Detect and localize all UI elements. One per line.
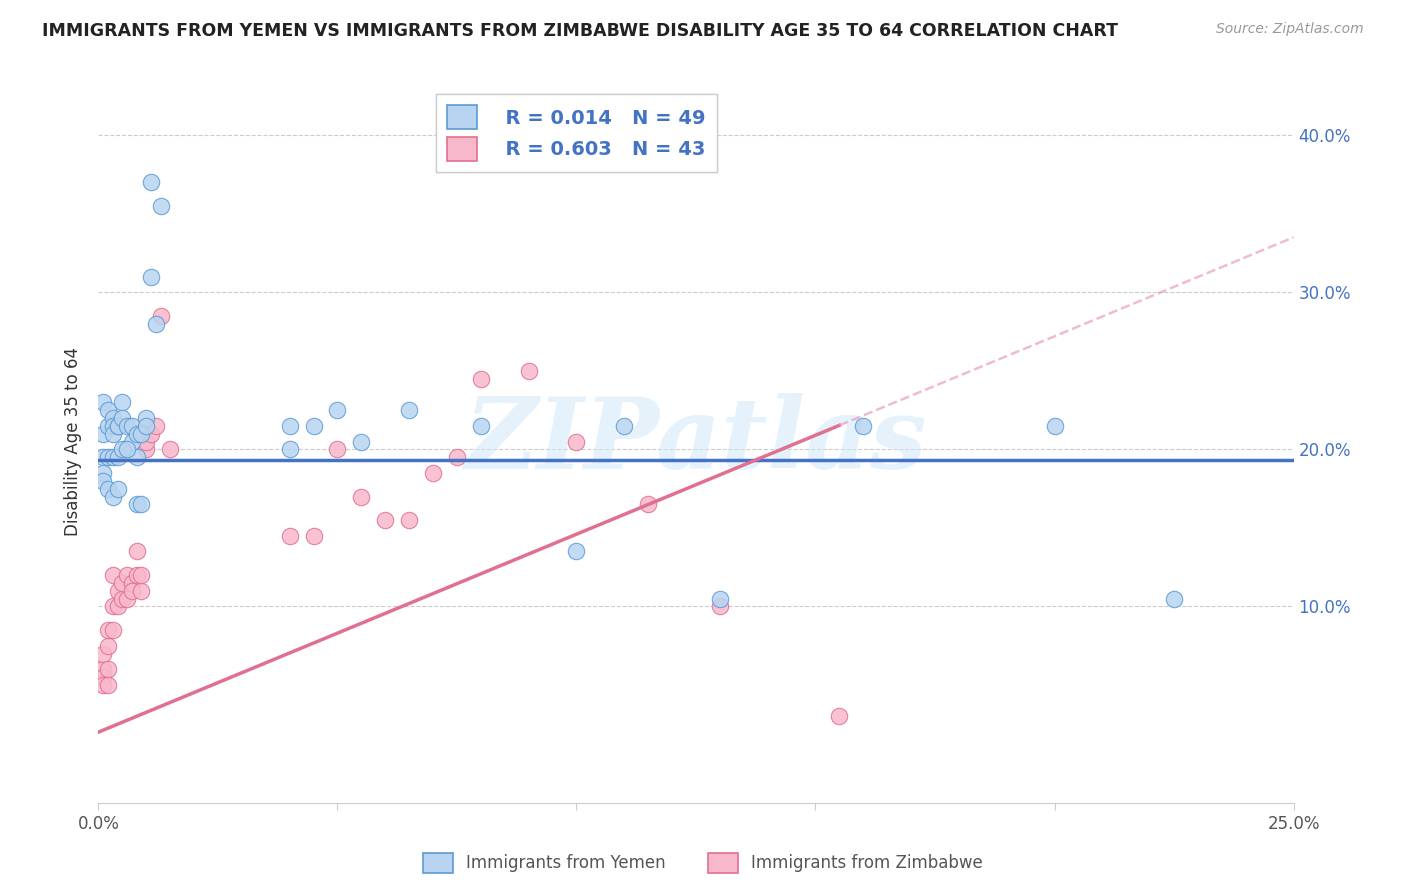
- Point: [135, 442, 157, 457]
- Point: [107, 583, 129, 598]
- Point: [470, 372, 492, 386]
- Point: [121, 434, 143, 449]
- Point: [97, 639, 120, 653]
- Point: [131, 583, 153, 598]
- Point: [111, 575, 134, 590]
- Point: [91, 426, 114, 441]
- Y-axis label: Disability Age 35 to 64: Disability Age 35 to 64: [63, 347, 82, 536]
- Point: [374, 513, 396, 527]
- Point: [326, 442, 349, 457]
- Point: [125, 544, 148, 558]
- Point: [111, 411, 134, 425]
- Point: [828, 709, 851, 723]
- Point: [97, 623, 120, 637]
- Point: [125, 497, 148, 511]
- Point: [446, 450, 468, 465]
- Point: [139, 426, 162, 441]
- Point: [91, 466, 114, 480]
- Point: [637, 497, 659, 511]
- Point: [91, 647, 114, 661]
- Point: [613, 418, 636, 433]
- Point: [326, 403, 349, 417]
- Point: [565, 434, 588, 449]
- Point: [107, 418, 129, 433]
- Point: [101, 426, 124, 441]
- Point: [135, 434, 157, 449]
- Legend: Immigrants from Yemen, Immigrants from Zimbabwe: Immigrants from Yemen, Immigrants from Z…: [416, 847, 990, 880]
- Point: [121, 418, 143, 433]
- Point: [709, 591, 731, 606]
- Point: [107, 418, 129, 433]
- Point: [101, 418, 124, 433]
- Point: [97, 678, 120, 692]
- Point: [115, 442, 138, 457]
- Point: [121, 583, 143, 598]
- Text: IMMIGRANTS FROM YEMEN VS IMMIGRANTS FROM ZIMBABWE DISABILITY AGE 35 TO 64 CORREL: IMMIGRANTS FROM YEMEN VS IMMIGRANTS FROM…: [42, 22, 1118, 40]
- Point: [97, 482, 120, 496]
- Point: [135, 411, 157, 425]
- Point: [145, 317, 167, 331]
- Point: [91, 395, 114, 409]
- Point: [1043, 418, 1066, 433]
- Point: [111, 591, 134, 606]
- Point: [125, 450, 148, 465]
- Text: Source: ZipAtlas.com: Source: ZipAtlas.com: [1216, 22, 1364, 37]
- Point: [145, 418, 167, 433]
- Point: [91, 662, 114, 676]
- Point: [107, 482, 129, 496]
- Point: [125, 568, 148, 582]
- Point: [852, 418, 875, 433]
- Point: [470, 418, 492, 433]
- Point: [101, 450, 124, 465]
- Point: [350, 434, 373, 449]
- Point: [149, 199, 172, 213]
- Point: [350, 490, 373, 504]
- Point: [107, 599, 129, 614]
- Point: [398, 403, 420, 417]
- Point: [131, 497, 153, 511]
- Point: [709, 599, 731, 614]
- Point: [278, 442, 301, 457]
- Point: [101, 599, 124, 614]
- Legend:   R = 0.014   N = 49,   R = 0.603   N = 43: R = 0.014 N = 49, R = 0.603 N = 43: [436, 94, 717, 172]
- Point: [131, 426, 153, 441]
- Point: [91, 670, 114, 684]
- Point: [278, 529, 301, 543]
- Point: [135, 418, 157, 433]
- Point: [101, 623, 124, 637]
- Point: [101, 568, 124, 582]
- Point: [115, 418, 138, 433]
- Point: [139, 269, 162, 284]
- Point: [91, 450, 114, 465]
- Point: [97, 418, 120, 433]
- Point: [91, 678, 114, 692]
- Point: [149, 309, 172, 323]
- Point: [302, 418, 325, 433]
- Point: [107, 450, 129, 465]
- Point: [302, 529, 325, 543]
- Point: [139, 175, 162, 189]
- Point: [91, 474, 114, 488]
- Point: [398, 513, 420, 527]
- Point: [111, 395, 134, 409]
- Point: [121, 575, 143, 590]
- Point: [97, 662, 120, 676]
- Point: [111, 442, 134, 457]
- Point: [131, 568, 153, 582]
- Point: [565, 544, 588, 558]
- Point: [97, 403, 120, 417]
- Point: [1163, 591, 1185, 606]
- Point: [101, 411, 124, 425]
- Point: [278, 418, 301, 433]
- Point: [97, 450, 120, 465]
- Point: [115, 568, 138, 582]
- Point: [125, 426, 148, 441]
- Text: ZIPatlas: ZIPatlas: [465, 393, 927, 490]
- Point: [517, 364, 540, 378]
- Point: [159, 442, 181, 457]
- Point: [101, 490, 124, 504]
- Point: [422, 466, 444, 480]
- Point: [115, 591, 138, 606]
